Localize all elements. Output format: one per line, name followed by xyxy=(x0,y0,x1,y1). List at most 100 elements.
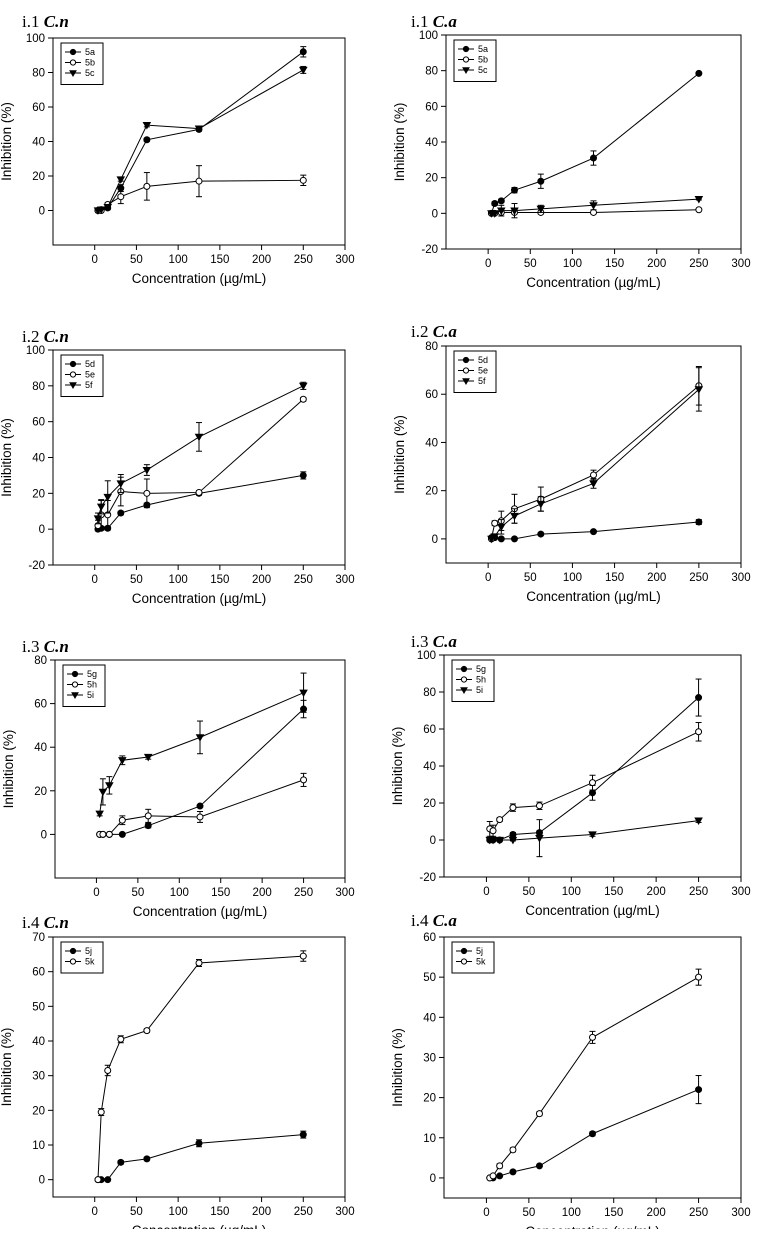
x-tick-label: 300 xyxy=(335,887,354,899)
chart-panel-8: i.4 C.a 0 10 20 30 40 50 60 0 50 100 150 200 250 300 Co… xyxy=(390,911,751,1234)
data-point xyxy=(143,136,151,144)
x-tick-label: 250 xyxy=(294,1206,313,1218)
y-axis-label: Inhibition (%) xyxy=(0,1028,14,1107)
data-point xyxy=(142,122,152,130)
x-tick-label: 0 xyxy=(483,886,489,898)
data-point xyxy=(695,728,703,736)
y-tick-label: 0 xyxy=(39,206,45,218)
chart-organism-label: C.a xyxy=(433,12,458,31)
x-tick-label: 100 xyxy=(562,1207,581,1219)
y-tick-label: 0 xyxy=(39,1175,45,1187)
x-tick-label: 250 xyxy=(689,1207,708,1219)
y-tick-label: -20 xyxy=(421,244,438,256)
data-point xyxy=(117,1158,125,1166)
x-tick-label: 250 xyxy=(294,574,313,586)
x-tick-label: 300 xyxy=(335,1206,354,1218)
x-axis-label: Concentration (µg/mL) xyxy=(525,903,660,918)
x-tick-label: 50 xyxy=(130,1206,143,1218)
series-5h xyxy=(96,772,308,838)
legend-box xyxy=(453,39,497,82)
legend-marker xyxy=(71,692,79,700)
data-point xyxy=(95,810,104,819)
x-tick-label: 200 xyxy=(253,887,272,899)
y-tick-label: 80 xyxy=(32,68,45,80)
legend-marker xyxy=(462,367,470,374)
legend-marker xyxy=(462,56,470,63)
chart-panel-label: i.4 xyxy=(22,913,44,932)
data-point xyxy=(143,182,151,190)
x-tick-label: 0 xyxy=(92,254,98,266)
legend-label: 5j xyxy=(85,946,92,956)
chart-organism-label: C.n xyxy=(44,327,69,346)
legend-label: 5e xyxy=(85,370,95,380)
data-point xyxy=(495,836,504,845)
x-tick-label: 50 xyxy=(130,254,143,266)
data-point xyxy=(117,509,125,517)
series-5e xyxy=(487,365,703,543)
data-point xyxy=(98,788,108,797)
series-line xyxy=(97,179,304,211)
x-tick-label: 200 xyxy=(252,254,271,266)
y-tick-label: -20 xyxy=(419,872,436,884)
data-point xyxy=(509,1146,517,1154)
x-tick-label: 100 xyxy=(563,572,582,584)
chart-panel-label: i.1 xyxy=(411,12,433,31)
data-point xyxy=(105,830,113,838)
y-tick-label: 60 xyxy=(32,967,45,979)
legend-label: 5c xyxy=(85,68,95,78)
data-point xyxy=(694,386,704,394)
data-point xyxy=(99,830,107,838)
legend-box xyxy=(60,941,104,974)
series-line xyxy=(97,398,304,526)
data-point xyxy=(695,694,703,702)
x-tick-label: 300 xyxy=(335,254,354,266)
chart-title: i.4 C.a xyxy=(411,911,457,930)
y-tick-label: 40 xyxy=(34,742,47,754)
series-5k xyxy=(94,950,307,1184)
x-tick-label: 50 xyxy=(522,886,535,898)
x-tick-label: 300 xyxy=(731,258,750,270)
data-point xyxy=(537,177,545,185)
chart-panel-label: i.3 xyxy=(22,637,44,656)
y-tick-label: 50 xyxy=(423,972,436,984)
legend-label: 5f xyxy=(85,380,93,390)
chart-organism-label: C.a xyxy=(433,632,458,651)
data-point xyxy=(105,782,114,790)
data-point xyxy=(510,207,519,216)
data-point xyxy=(589,1130,596,1138)
chart-organism-label: C.a xyxy=(433,911,458,930)
legend-marker xyxy=(71,681,79,688)
y-tick-label: 60 xyxy=(423,932,436,944)
x-axis-label: Concentration (µg/mL) xyxy=(526,589,661,604)
x-tick-label: 150 xyxy=(604,1207,623,1219)
y-axis-label: Inhibition (%) xyxy=(390,727,405,806)
data-point xyxy=(142,466,152,475)
data-point xyxy=(695,973,703,981)
series-5b xyxy=(487,206,703,217)
data-point xyxy=(299,176,307,184)
y-tick-label: 20 xyxy=(32,171,45,183)
y-tick-label: 60 xyxy=(423,724,436,736)
x-tick-label: 150 xyxy=(211,887,230,899)
chart-panel-label: i.2 xyxy=(411,322,433,341)
data-point xyxy=(491,519,499,527)
data-point xyxy=(496,1172,504,1180)
chart-title: i.2 C.n xyxy=(22,327,69,346)
legend-marker xyxy=(69,371,77,378)
x-tick-label: 300 xyxy=(731,572,750,584)
y-tick-label: 20 xyxy=(425,173,438,185)
y-tick-label: 80 xyxy=(34,655,47,667)
series-5j xyxy=(94,1130,307,1184)
series-line xyxy=(97,385,304,519)
y-axis-label: Inhibition (%) xyxy=(0,418,14,497)
y-tick-label: 60 xyxy=(34,699,47,711)
data-point xyxy=(298,66,308,75)
chart-panel-label: i.3 xyxy=(411,632,433,651)
plot-frame xyxy=(445,345,742,564)
x-tick-label: 100 xyxy=(169,254,188,266)
data-point xyxy=(497,535,505,543)
